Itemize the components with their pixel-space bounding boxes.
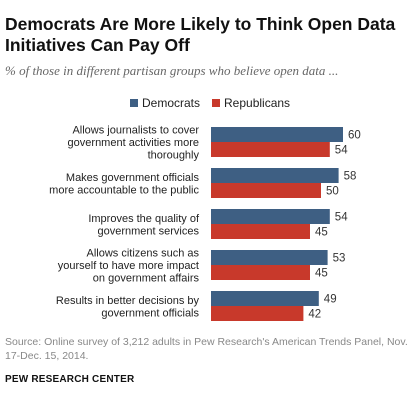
data-label-democrats: 53 [333,253,346,265]
legend-item-democrats: Democrats [130,96,200,110]
category-label-line: government services [98,225,200,237]
legend: Democrats Republicans [130,95,302,111]
chart-title: Democrats Are More Likely to Think Open … [5,14,396,55]
bar-group-4: Allows citizens such as yourself to have … [58,248,346,285]
bar-democrats [211,127,343,142]
bar-republicans [211,142,330,157]
legend-item-republicans: Republicans [212,96,290,110]
data-label-republicans: 50 [326,186,339,198]
data-label-republicans: 45 [315,268,328,280]
category-label-line: on government affairs [93,273,200,285]
source-note: Source: Online survey of 3,212 adults in… [5,336,408,362]
category-label: Allows journalists to cover government ac… [68,125,200,162]
bar-republicans [211,306,304,321]
data-label-democrats: 49 [324,294,337,306]
legend-swatch-republicans [212,99,221,107]
category-label: Improves the quality of government servic… [88,213,200,238]
category-label-line: Makes government officials [66,172,200,184]
data-label-democrats: 60 [348,130,361,142]
bar-republicans [211,183,321,198]
data-label-republicans: 42 [308,309,321,321]
bar-democrats [211,209,330,224]
category-label: Allows citizens such as yourself to have … [58,248,200,285]
bar-republicans [211,224,310,239]
chart-subtitle: % of those in different partisan groups … [5,63,339,78]
bar-chart: Allows journalists to cover government ac… [49,125,361,321]
bar-republicans [211,265,310,280]
category-label-line: Allows citizens such as [87,248,200,260]
category-label-line: government activities more [68,137,199,149]
category-label-line: yourself to have more impact [58,260,199,272]
category-label-line: Results in better decisions by [56,295,200,307]
bar-democrats [211,168,339,183]
category-label-line: Allows journalists to cover [72,125,199,137]
legend-label-democrats: Democrats [142,96,201,110]
category-label-line: Improves the quality of [88,213,200,225]
brand-credit: PEW RESEARCH CENTER [5,374,135,385]
category-label: Makes government officials more accountab… [49,172,199,197]
data-label-democrats: 58 [344,171,357,183]
bar-group-1: Allows journalists to cover government ac… [68,125,361,162]
data-label-democrats: 54 [335,212,348,224]
bar-group-3: Improves the quality of government servic… [88,209,348,239]
legend-swatch-democrats [130,99,138,107]
category-label: Results in better decisions by government… [56,295,200,320]
category-label-line: more accountable to the public [49,184,199,196]
bar-democrats [211,250,328,265]
bar-democrats [211,291,319,306]
data-label-republicans: 54 [335,145,348,157]
legend-label-republicans: Republicans [224,96,291,110]
data-label-republicans: 45 [315,227,328,239]
bar-group-5: Results in better decisions by government… [56,291,337,321]
category-label-line: government officials [101,307,199,319]
bar-group-2: Makes government officials more accountab… [49,168,356,198]
category-label-line: thoroughly [148,150,200,162]
